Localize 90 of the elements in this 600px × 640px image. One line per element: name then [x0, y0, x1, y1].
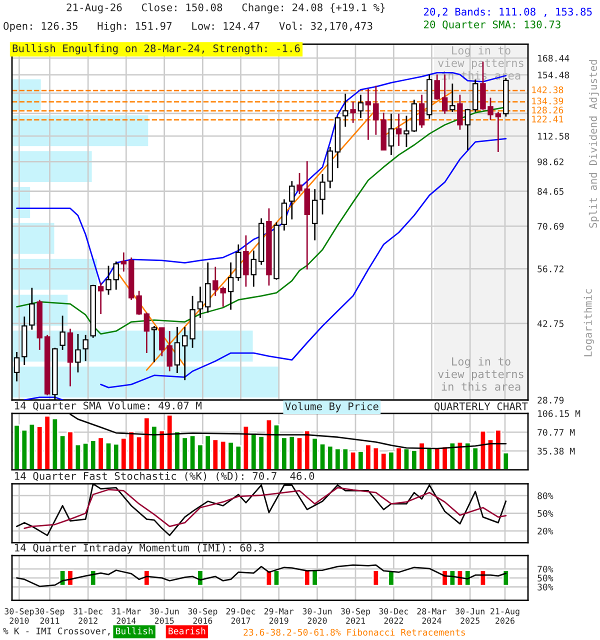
x-tick-label: 28-Mar 2024 — [417, 608, 446, 624]
candlestick — [106, 265, 112, 296]
chart-title: 14 Quarter SMA Volume: 49.07 M — [15, 401, 202, 411]
bar — [12, 150, 94, 184]
legend-title: % K - IMI Crossover, — [3, 628, 110, 636]
y-tick-label: 50% — [538, 510, 554, 517]
candlestick — [250, 250, 256, 288]
x-tick-label: 30-Jun 2015 — [150, 608, 179, 624]
candlestick — [495, 111, 502, 153]
chart-title: 14 Quarter Intraday Momentum (IMI): 60.3 — [15, 544, 264, 554]
candlestick — [457, 94, 463, 130]
text: Volume By Price — [285, 402, 378, 412]
y-tick-label: 168.44 — [538, 54, 570, 62]
y-tick-label: 70.77 M — [538, 428, 575, 436]
text: Bearish — [168, 627, 206, 634]
x-tick-label: 30-Jun 2020 — [302, 608, 332, 624]
annotation: Bullish Engulfing on 28-Mar-24, Strength: -1.6 — [12, 44, 300, 54]
x-tick-label: 30-Sep 2021 — [341, 608, 370, 624]
text: 20 Quarter SMA: 130.73 — [424, 20, 560, 30]
candlestick — [358, 94, 364, 119]
candlestick — [281, 198, 288, 232]
candlestick — [464, 108, 471, 151]
candlestick — [197, 286, 204, 319]
text: QUARTERLY CHART — [434, 402, 528, 412]
text: 20,2 Bands: 111.08 , 153.85 — [424, 8, 592, 17]
candlestick — [388, 113, 394, 156]
ref-line-label: 142.38 — [532, 86, 564, 94]
y-tick-label: 98.62 — [538, 158, 564, 166]
candlestick — [205, 262, 211, 314]
candlestick — [450, 82, 456, 113]
candlestick — [350, 101, 356, 124]
x-tick-label: 31-Dec 2012 — [74, 608, 102, 624]
x-tick-label: 29-Dec 2017 — [226, 608, 256, 624]
y-tick-label: 112.58 — [538, 132, 570, 140]
candlestick — [320, 173, 326, 216]
text: Logarithmic — [584, 289, 594, 356]
ref-line-label: 122.41 — [532, 116, 564, 122]
y-tick-label: 80% — [538, 492, 554, 500]
y-tick-label: 20% — [538, 528, 554, 535]
candlestick — [166, 330, 172, 372]
text: Bullish — [116, 627, 153, 634]
ref-line-label: 128.26 — [532, 106, 564, 114]
y-tick-label: 42.75 — [537, 320, 564, 328]
candlestick — [342, 93, 348, 128]
y-tick-label: 106.15 M — [538, 410, 580, 418]
y-tick-label: 154.48 — [538, 72, 570, 78]
y-axis-title: Split and Dividend Adjusted — [588, 60, 600, 228]
candlestick — [113, 260, 119, 290]
x-tick-label: 30-Jun 2025 — [456, 608, 484, 624]
candlestick — [220, 286, 226, 308]
text: 23.6-38.2-50-61.8% Fibonacci Retracements — [244, 628, 465, 636]
y-tick-label: 84.65 — [538, 188, 564, 195]
candlestick — [289, 180, 295, 220]
y-tick-label: 28.79 — [538, 396, 564, 404]
line-series — [16, 564, 507, 588]
y-tick-label: 50% — [538, 574, 554, 582]
y-tick-label: 70.69 — [538, 222, 564, 230]
x-tick-label: 29-Mar 2019 — [264, 608, 294, 624]
candlestick — [434, 74, 440, 100]
candlestick — [120, 252, 127, 272]
chart-title: 14 Quarter Fast Stochastic (%K) (%D): 70.7 46.0 — [15, 472, 314, 482]
candlestick — [365, 88, 372, 141]
candlestick — [243, 234, 249, 288]
candlestick — [144, 312, 150, 354]
candlestick — [373, 85, 379, 136]
y-tick-label: 35.38 M — [538, 448, 575, 455]
candlestick — [296, 172, 302, 195]
x-tick-label: 30-Sep 2011 — [35, 608, 64, 624]
candlestick — [396, 113, 402, 147]
x-tick-label: 30-Sep 2016 — [188, 608, 218, 624]
candlestick — [228, 262, 234, 310]
candlestick — [418, 94, 425, 128]
candlestick — [312, 188, 318, 241]
candlestick — [159, 327, 165, 357]
x-tick-label: 21-Aug 2026 — [490, 608, 520, 624]
x-tick-label: 30-Dec 2022 — [379, 608, 408, 624]
candlestick — [212, 266, 218, 297]
candlestick — [98, 282, 104, 315]
ref-line-label: 134.39 — [532, 98, 564, 104]
x-tick-label: 30-Sep 2010 — [4, 608, 34, 624]
y-tick-label: 30% — [538, 584, 554, 590]
candlestick — [404, 115, 410, 148]
candlestick — [136, 290, 142, 316]
y-tick-label: 56.72 — [538, 266, 564, 272]
line-series — [24, 487, 507, 529]
band-label: Log in to view patterns in this area — [438, 357, 524, 391]
chart-subtitle: Open: 126.35 High: 151.97 Low: 124.47 Vol: 32,170,473 — [4, 22, 372, 32]
chart-title: 21-Aug-26 Close: 150.08 Change: 24.08 {+19.1 %} — [66, 3, 385, 14]
y-tick-label: 70% — [538, 566, 554, 573]
x-tick-label: 31-Mar 2014 — [112, 608, 141, 624]
